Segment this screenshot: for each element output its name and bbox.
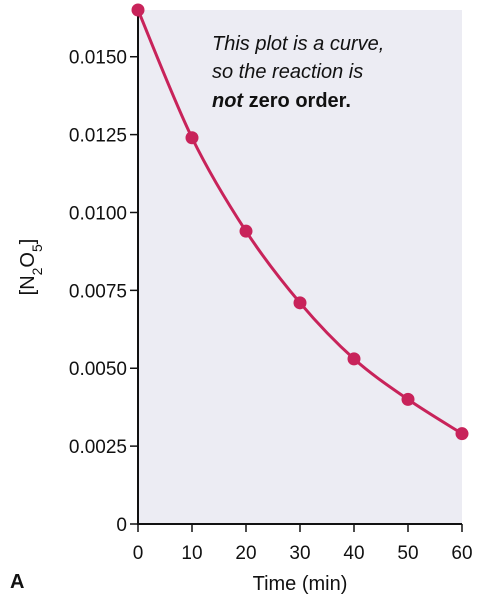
x-axis-title: Time (min) [253, 573, 348, 595]
data-point [185, 131, 199, 145]
data-point [401, 392, 415, 406]
y-axis-ticks: 0 0.0025 0.0050 0.0075 0.0100 0.0125 0.0150 [69, 48, 138, 536]
data-points [131, 3, 469, 441]
data-point [239, 224, 253, 238]
data-point [347, 352, 361, 366]
x-tick-label: 40 [343, 543, 364, 564]
x-tick-label: 50 [397, 543, 418, 564]
y-tick-label: 0.0100 [69, 203, 127, 224]
annotation-line-2: so the reaction is [212, 61, 363, 83]
data-point [455, 427, 469, 441]
annotation-line-1: This plot is a curve, [212, 33, 384, 55]
x-tick-label: 60 [451, 543, 472, 564]
annotation-line-3: not zero order. [212, 90, 351, 112]
x-tick-label: 10 [181, 543, 202, 564]
y-axis-title: [N2O5] [17, 239, 45, 296]
y-tick-label: 0 [116, 515, 127, 536]
x-axis-ticks: 0 10 20 30 40 50 60 [133, 524, 473, 564]
y-tick-label: 0.0025 [69, 437, 127, 458]
plot-area [138, 10, 462, 524]
x-tick-label: 0 [133, 543, 144, 564]
y-tick-label: 0.0150 [69, 48, 127, 69]
data-point [131, 3, 145, 17]
data-point [293, 296, 307, 310]
x-tick-label: 30 [289, 543, 310, 564]
y-tick-label: 0.0075 [69, 281, 127, 302]
panel-label: A [10, 571, 24, 593]
y-tick-label: 0.0125 [69, 126, 127, 147]
y-tick-label: 0.0050 [69, 359, 127, 380]
x-tick-label: 20 [235, 543, 256, 564]
